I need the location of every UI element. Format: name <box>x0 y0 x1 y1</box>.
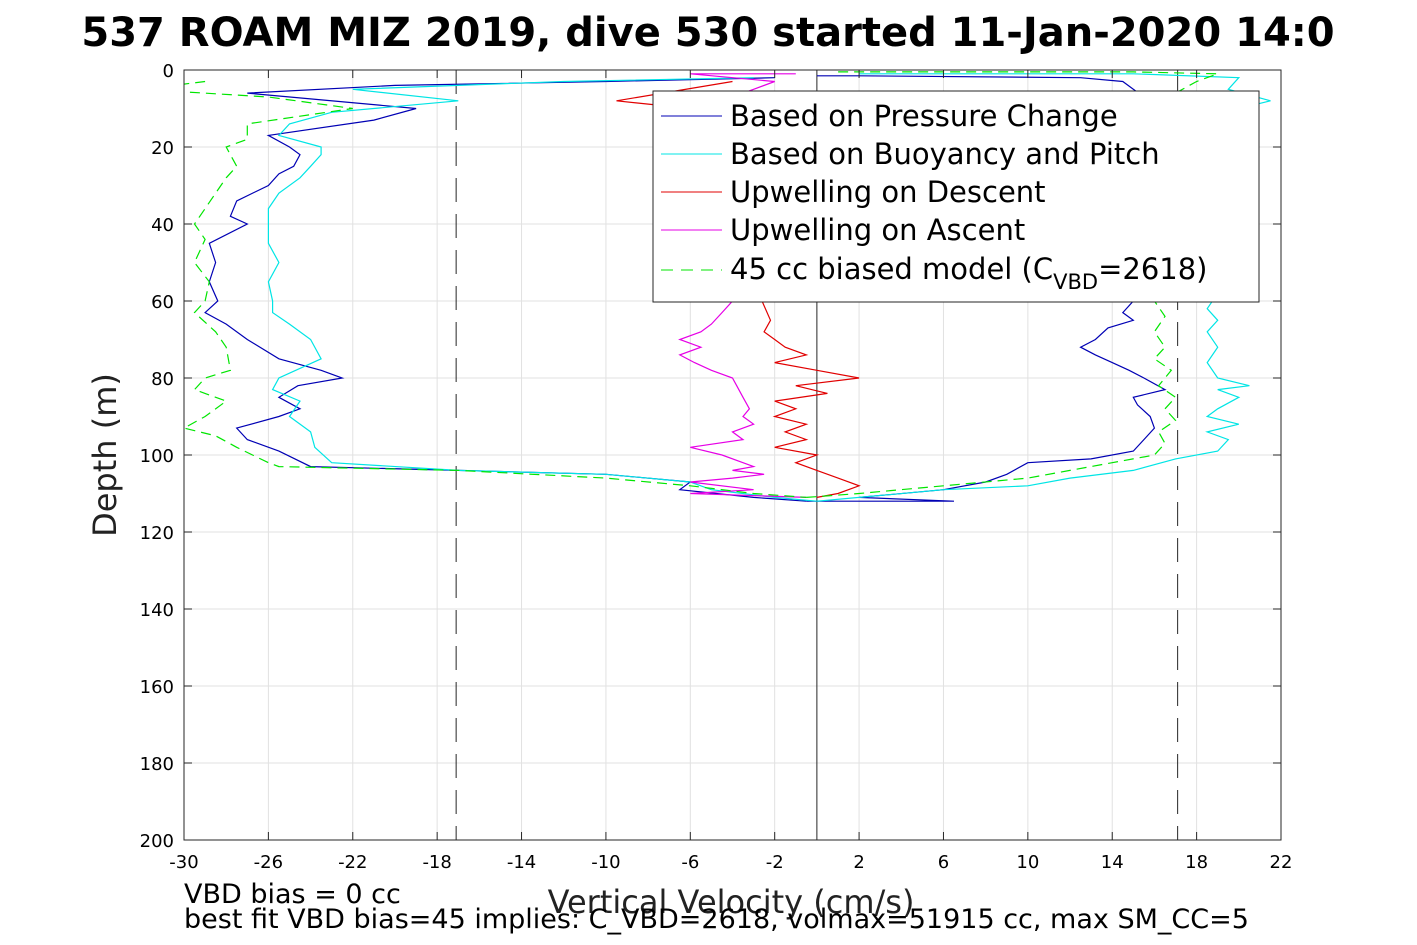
x-tick-label: -6 <box>681 852 699 873</box>
x-axis-label: Vertical Velocity (cm/s) <box>548 883 915 921</box>
legend-box <box>652 90 1260 303</box>
series-5-down-line <box>184 80 807 498</box>
series-2-down-line <box>267 77 817 502</box>
legend: Based on Pressure Change Based on Buoyan… <box>652 90 1260 303</box>
legend-label-series5-prefix: 45 cc biased model (C <box>730 252 1053 286</box>
x-tick-label: -14 <box>507 852 536 873</box>
y-tick-label: 40 <box>151 215 174 236</box>
x-tick-label: -18 <box>422 852 451 873</box>
legend-label-series2: Based on Buoyancy and Pitch <box>730 137 1160 171</box>
x-tick-label: -22 <box>338 852 367 873</box>
chart-title: 537 ROAM MIZ 2019, dive 530 started 11-J… <box>81 10 1334 56</box>
y-tick-label: 160 <box>140 677 174 698</box>
y-tick-label: 200 <box>140 831 174 852</box>
x-tick-label: -26 <box>254 852 283 873</box>
legend-label-series1: Based on Pressure Change <box>730 99 1118 133</box>
legend-label-series4: Upwelling on Ascent <box>730 213 1025 247</box>
y-axis-label: Depth (m) <box>86 373 124 537</box>
x-tick-label: 18 <box>1185 852 1208 873</box>
legend-label-series5: 45 cc biased model (CVBD=2618) <box>730 252 1208 294</box>
x-tick-label: 10 <box>1016 852 1039 873</box>
best-fit-note: best fit VBD bias=45 implies: C_VBD=2618… <box>184 904 1249 935</box>
legend-label-series5-suffix: =2618) <box>1098 252 1207 286</box>
y-axis: 0 20 40 60 80 100 120 140 160 180 200 <box>140 61 1281 852</box>
x-tick-label: -30 <box>169 852 198 873</box>
y-tick-label: 100 <box>140 446 174 467</box>
legend-label-series3: Upwelling on Descent <box>730 175 1046 209</box>
y-tick-label: 180 <box>140 754 174 775</box>
y-tick-label: 20 <box>151 138 174 159</box>
x-tick-label: 22 <box>1270 852 1293 873</box>
x-tick-label: 14 <box>1101 852 1124 873</box>
y-tick-label: 140 <box>140 600 174 621</box>
y-tick-label: 120 <box>140 523 174 544</box>
x-tick-label: 6 <box>938 852 949 873</box>
y-tick-label: 60 <box>151 292 174 313</box>
y-tick-label: 80 <box>151 369 174 390</box>
x-tick-label: -10 <box>591 852 620 873</box>
series-1-down-line <box>204 77 807 502</box>
legend-label-series5-sub: VBD <box>1053 270 1098 294</box>
y-tick-label: 0 <box>163 61 174 82</box>
vbd-bias-note: VBD bias = 0 cc <box>184 879 401 910</box>
x-tick-label: -2 <box>766 852 784 873</box>
x-axis: -30 -26 -22 -18 -14 -10 -6 -2 2 6 10 14 18 22 <box>169 70 1292 873</box>
x-tick-label: 2 <box>853 852 864 873</box>
